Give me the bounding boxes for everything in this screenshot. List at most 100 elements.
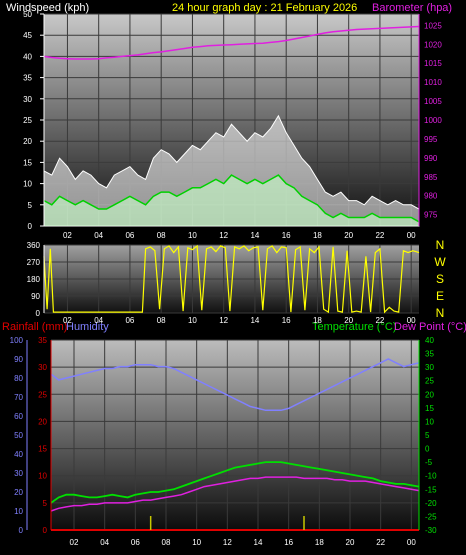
wind-tick-label: 40	[23, 52, 32, 61]
rain-tick-label: 30	[38, 363, 47, 372]
humidity-tick-label: 80	[14, 374, 23, 383]
x-tick-label: 14	[254, 538, 263, 547]
wind-tick-label: 35	[23, 74, 32, 83]
rain-tick-label: 25	[38, 390, 47, 399]
humidity-tick-label: 0	[19, 526, 24, 535]
temperature-tick-label: 35	[425, 350, 434, 359]
humidity-tick-label: 10	[14, 507, 23, 516]
wind-tick-label: 25	[23, 116, 32, 125]
temperature-tick-label: -25	[425, 512, 437, 521]
barometer-tick-label: 1005	[424, 97, 442, 106]
x-tick-label: 10	[192, 538, 201, 547]
wind-tick-label: 15	[23, 158, 32, 167]
x-tick-label: 18	[313, 316, 322, 325]
barometer-line	[43, 25, 420, 60]
wind-average-line	[43, 174, 420, 223]
data-layer	[43, 25, 420, 531]
barometer-tick-label: 1010	[424, 78, 442, 87]
x-tick-label: 06	[125, 316, 134, 325]
direction-tick-label: 90	[31, 292, 40, 301]
x-tick-label: 02	[63, 316, 72, 325]
rainfall-label: Rainfall (mm)	[2, 321, 67, 333]
windspeed-label: Windspeed (kph)	[6, 2, 89, 14]
barometer-tick-label: 1020	[424, 40, 442, 49]
x-tick-label: 22	[375, 231, 384, 240]
wind-tick-label: 50	[23, 10, 32, 19]
x-tick-label: 10	[188, 316, 197, 325]
barometer-tick-label: 975	[424, 211, 438, 220]
wind-tick-label: 30	[23, 95, 32, 104]
x-tick-label: 06	[125, 231, 134, 240]
direction-tick-label: 360	[27, 241, 41, 250]
x-tick-label: 22	[375, 316, 384, 325]
wind-tick-label: 10	[23, 180, 32, 189]
axes-layer: 02 04 06 08 10 12 14 16 18 20 22 000510152025303540…	[10, 10, 447, 547]
rain-tick-label: 35	[38, 336, 47, 345]
x-tick-label: 08	[157, 316, 166, 325]
barometer-tick-label: 995	[424, 135, 438, 144]
temperature-label: Temperature (°C)	[312, 321, 396, 333]
direction-tick-label: 0	[36, 309, 41, 318]
x-tick-label: 14	[250, 231, 259, 240]
temperature-tick-label: 0	[425, 445, 430, 454]
wind-tick-label: 5	[28, 201, 33, 210]
wind-direction-line	[43, 244, 420, 314]
x-tick-label: 12	[219, 316, 228, 325]
humidity-label: Humidity	[66, 321, 109, 333]
graph-title: 24 hour graph day : 21 February 2026	[172, 2, 357, 14]
x-tick-label: 12	[219, 231, 228, 240]
temperature-tick-label: -10	[425, 472, 437, 481]
x-tick-label: 06	[131, 538, 140, 547]
rain-tick-label: 15	[38, 445, 47, 454]
barometer-label: Barometer (hpa)	[372, 2, 452, 14]
barometer-tick-label: 1025	[424, 21, 442, 30]
barometer-tick-label: 1015	[424, 59, 442, 68]
direction-compass-label: W	[434, 255, 446, 269]
x-tick-label: 00	[407, 231, 416, 240]
x-tick-label: 20	[344, 231, 353, 240]
humidity-line	[50, 358, 420, 412]
rain-tick-label: 10	[38, 472, 47, 481]
temperature-tick-label: -30	[425, 526, 437, 535]
temperature-tick-label: 40	[425, 336, 434, 345]
x-tick-label: 18	[313, 231, 322, 240]
temperature-tick-label: -20	[425, 499, 437, 508]
barometer-tick-label: 980	[424, 192, 438, 201]
barometer-tick-label: 985	[424, 173, 438, 182]
temperature-tick-label: 20	[425, 390, 434, 399]
rain-tick-label: 0	[43, 526, 48, 535]
x-tick-label: 08	[162, 538, 171, 547]
dewpoint-label: Dew Point (°C)	[394, 321, 466, 333]
temperature-tick-label: 15	[425, 404, 434, 413]
x-tick-label: 04	[94, 316, 103, 325]
x-tick-label: 10	[188, 231, 197, 240]
barometer-tick-label: 1000	[424, 116, 442, 125]
humidity-tick-label: 20	[14, 488, 23, 497]
humidity-tick-label: 50	[14, 431, 23, 440]
x-tick-label: 16	[282, 231, 291, 240]
x-tick-label: 02	[70, 538, 79, 547]
humidity-tick-label: 70	[14, 393, 23, 402]
direction-tick-label: 270	[27, 258, 41, 267]
x-tick-label: 12	[223, 538, 232, 547]
humidity-tick-label: 40	[14, 450, 23, 459]
x-tick-label: 00	[407, 538, 416, 547]
x-tick-label: 16	[284, 538, 293, 547]
direction-compass-label: N	[436, 306, 445, 320]
rain-tick-label: 20	[38, 417, 47, 426]
wind-tick-label: 45	[23, 31, 32, 40]
dewpoint-line	[50, 476, 420, 512]
temperature-tick-label: 25	[425, 377, 434, 386]
direction-tick-label: 180	[27, 275, 41, 284]
x-tick-label: 02	[63, 231, 72, 240]
x-tick-label: 22	[376, 538, 385, 547]
wind-tick-label: 20	[23, 137, 32, 146]
rain-tick-label: 5	[43, 499, 48, 508]
direction-compass-label: E	[436, 289, 444, 303]
x-tick-label: 20	[346, 538, 355, 547]
direction-compass-label: S	[436, 272, 444, 286]
temperature-tick-label: 10	[425, 417, 434, 426]
temperature-panel-bg	[51, 340, 419, 530]
